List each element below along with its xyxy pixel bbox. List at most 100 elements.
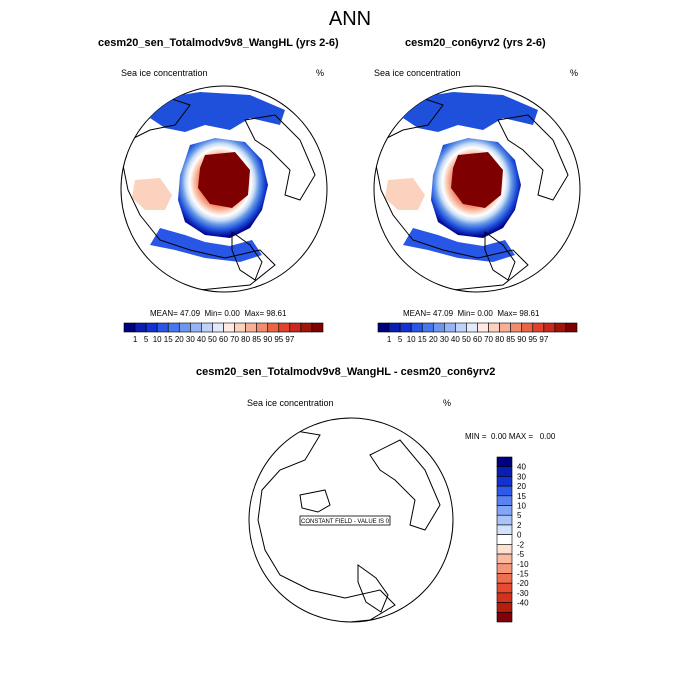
right-polar-map — [373, 85, 581, 293]
right-colorbar-tick-label: 1 — [387, 335, 392, 344]
diff-colorbar-tick-label: 40 — [517, 463, 526, 472]
diff-colorbar-swatch — [496, 582, 513, 594]
right-colorbar-tick-label: 80 — [495, 335, 504, 344]
diff-panel-title: cesm20_sen_Totalmodv9v8_WangHL - cesm20_… — [196, 366, 496, 378]
diff-colorbar-tick-label: 15 — [517, 492, 526, 501]
right-ice-atlantic-edge — [403, 228, 515, 262]
diff-colorbar-swatch — [496, 466, 513, 477]
left-colorbar-swatch — [234, 322, 246, 333]
left-ice-pacific-edge — [150, 92, 285, 132]
left-colorbar-tick-label: 85 — [252, 335, 261, 344]
left-colorbar-tick-label: 10 — [153, 335, 162, 344]
left-colorbar-tick-label: 5 — [144, 335, 149, 344]
right-colorbar-tick-label: 15 — [418, 335, 427, 344]
right-colorbar-swatch — [432, 322, 445, 333]
right-colorbar-swatch — [510, 322, 523, 333]
diff-colorbar-swatch — [496, 611, 513, 623]
left-colorbar-tick-label: 1 — [133, 335, 138, 344]
left-field-label: Sea ice concentration — [121, 68, 208, 78]
right-colorbar-tick-label: 50 — [462, 335, 471, 344]
diff-colorbar-swatch — [496, 573, 513, 584]
diff-colorbar-tick-label: -5 — [517, 550, 525, 559]
diff-coastline-archipelago — [299, 489, 331, 513]
left-coastline-eurasia — [244, 114, 316, 201]
left-colorbar-swatch — [245, 322, 257, 333]
right-colorbar-swatch — [532, 322, 545, 333]
diff-colorbar-tick-label: 20 — [517, 482, 526, 491]
left-colorbar-swatch — [256, 322, 269, 333]
left-colorbar-tick-label: 15 — [164, 335, 173, 344]
right-colorbar-tick-label: 30 — [440, 335, 449, 344]
right-ice-baffin — [385, 178, 425, 210]
right-mean: 47.09 — [433, 309, 454, 318]
right-min: 0.00 — [477, 309, 493, 318]
right-colorbar-tick-label: 90 — [517, 335, 526, 344]
right-units: % — [570, 68, 579, 78]
left-panel-title: cesm20_sen_Totalmodv9v8_WangHL (yrs 2-6) — [98, 37, 339, 49]
left-units: % — [316, 68, 325, 78]
left-colorbar-tick-label: 60 — [219, 335, 228, 344]
right-colorbar-tick-label: 95 — [528, 335, 537, 344]
right-colorbar-swatch — [477, 322, 489, 333]
diff-colorbar-swatch — [496, 602, 513, 613]
left-colorbar-swatch — [212, 322, 224, 333]
diff-colorbar-swatch — [496, 514, 513, 526]
diff-colorbar-swatch — [496, 592, 513, 603]
left-colorbar-swatch — [289, 322, 302, 333]
right-colorbar-tick-label: 10 — [407, 335, 416, 344]
right-colorbar-swatch — [421, 322, 434, 333]
left-colorbar-swatch — [156, 322, 169, 333]
diff-min: 0.00 — [491, 432, 507, 441]
right-coastline-scandinavia — [484, 231, 516, 281]
right-colorbar-tick-label: 40 — [451, 335, 460, 344]
right-colorbar-swatch — [388, 322, 401, 333]
left-colorbar-swatch — [201, 322, 213, 333]
diff-colorbar-swatch — [496, 456, 513, 468]
left-ice-baffin — [132, 178, 172, 210]
diff-colorbar-swatch — [496, 563, 513, 574]
left-colorbar: 1 5 10 15 20 30 40 50 60 70 80 85 90 95 97 — [123, 322, 324, 344]
left-colorbar-tick-label: 80 — [241, 335, 250, 344]
left-colorbar-tick-label: 97 — [285, 335, 294, 344]
left-colorbar-swatch — [190, 322, 202, 333]
right-stats: MEAN= 47.09 Min= 0.00 Max= 98.61 — [403, 309, 540, 318]
constant-field-box — [299, 515, 391, 526]
right-panel-title: cesm20_con6yrv2 (yrs 2-6) — [405, 37, 546, 49]
left-colorbar-tick-label: 95 — [274, 335, 283, 344]
diff-colorbar-swatch — [496, 485, 513, 497]
right-colorbar-tick-label: 85 — [506, 335, 515, 344]
left-colorbar-tick-label: 50 — [208, 335, 217, 344]
diff-colorbar-tick-label: -2 — [517, 540, 525, 549]
right-colorbar-swatch — [444, 322, 456, 333]
diff-stats: MIN = 0.00 MAX = 0.00 — [465, 432, 556, 441]
right-colorbar-swatch — [488, 322, 500, 333]
right-ice-pacific-edge — [403, 92, 538, 132]
right-colorbar-swatch — [554, 322, 567, 333]
left-colorbar-tick-label: 20 — [175, 335, 184, 344]
left-colorbar-swatch — [178, 322, 191, 333]
diff-colorbar-tick-label: -15 — [517, 569, 529, 578]
left-colorbar-swatch — [134, 322, 147, 333]
left-mean: 47.09 — [180, 309, 201, 318]
left-coastline-scandinavia — [231, 231, 263, 281]
diff-colorbar-swatch — [496, 524, 513, 535]
diff-coastline-eurasia — [369, 439, 441, 531]
right-colorbar-swatch — [455, 322, 467, 333]
diff-colorbar-tick-label: -10 — [517, 560, 529, 569]
left-colorbar-swatch — [300, 322, 313, 333]
right-colorbar-tick-label: 97 — [539, 335, 548, 344]
right-colorbar-swatch — [565, 322, 578, 333]
left-colorbar-swatch — [223, 322, 235, 333]
right-colorbar-swatch — [499, 322, 511, 333]
left-colorbar-swatch — [267, 322, 280, 333]
diff-colorbar-swatch — [496, 544, 513, 555]
diff-polar-map: CONSTANT FIELD - VALUE IS 0 — [248, 417, 454, 623]
diff-colorbar-tick-label: 0 — [517, 531, 522, 540]
left-colorbar-tick-label: 90 — [263, 335, 272, 344]
diff-colorbar-tick-label: 10 — [517, 502, 526, 511]
diff-colorbar-swatch — [496, 505, 513, 516]
left-colorbar-swatch — [167, 322, 180, 333]
right-colorbar-swatch — [543, 322, 556, 333]
